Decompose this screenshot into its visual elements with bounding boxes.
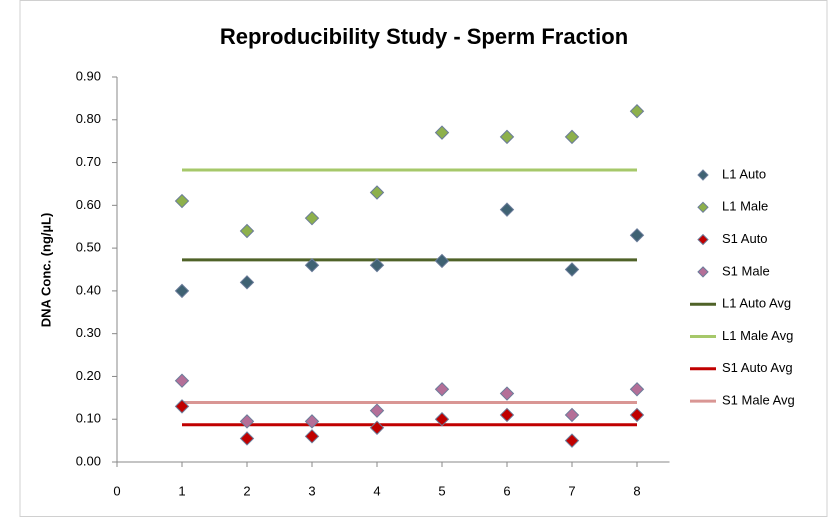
y-tick-label: 0.00 — [76, 453, 101, 468]
x-tick-label: 5 — [438, 483, 445, 498]
y-tick-label: 0.60 — [76, 197, 101, 212]
x-tick-label: 3 — [308, 483, 315, 498]
legend-label: S1 Auto — [722, 231, 768, 246]
y-axis-label: DNA Conc. (ng/µL) — [38, 213, 53, 328]
y-tick-label: 0.80 — [76, 111, 101, 126]
legend-label: S1 Male Avg — [722, 393, 795, 408]
x-tick-label: 6 — [503, 483, 510, 498]
point — [239, 223, 255, 239]
legend-marker — [697, 201, 709, 214]
point — [239, 431, 255, 446]
point — [629, 104, 645, 119]
point — [499, 407, 515, 423]
point — [499, 202, 515, 217]
point — [174, 193, 190, 209]
legend-label: S1 Auto Avg — [722, 360, 793, 375]
y-tick-label: 0.90 — [76, 68, 101, 83]
point — [564, 262, 580, 277]
y-tick-label: 0.10 — [76, 411, 101, 426]
point — [304, 258, 320, 273]
y-tick-label: 0.30 — [76, 325, 101, 340]
legend-marker — [697, 169, 709, 181]
legend-label: L1 Male — [722, 199, 768, 214]
point — [434, 412, 450, 427]
point — [629, 228, 645, 243]
legend-label: L1 Auto Avg — [722, 296, 791, 311]
x-tick-label: 7 — [568, 483, 575, 498]
point — [629, 382, 645, 397]
point — [369, 185, 385, 200]
point — [434, 382, 450, 397]
x-tick-label: 2 — [243, 483, 250, 498]
x-tick-label: 4 — [373, 483, 380, 498]
legend-marker — [697, 233, 709, 246]
y-tick-label: 0.20 — [76, 368, 101, 383]
point — [174, 399, 190, 414]
point — [564, 407, 580, 423]
y-tick-label: 0.50 — [76, 240, 101, 255]
point — [499, 129, 515, 145]
x-tick-label: 1 — [178, 483, 185, 498]
legend-label: S1 Male — [722, 263, 770, 278]
point — [304, 414, 320, 429]
x-tick-label: 8 — [633, 483, 640, 498]
point — [304, 429, 320, 444]
point — [369, 258, 385, 273]
chart-title: Reproducibility Study - Sperm Fraction — [220, 24, 628, 49]
y-tick-label: 0.40 — [76, 282, 101, 297]
point — [239, 275, 255, 290]
point — [564, 433, 580, 448]
point — [304, 210, 320, 226]
point — [564, 129, 580, 145]
point — [369, 403, 385, 418]
legend-marker — [697, 266, 709, 278]
point — [369, 420, 385, 435]
point — [434, 125, 450, 140]
y-tick-label: 0.70 — [76, 154, 101, 169]
point — [174, 283, 190, 299]
point — [174, 373, 190, 388]
x-tick-label: 0 — [113, 483, 120, 498]
point — [629, 407, 645, 423]
point — [434, 253, 450, 269]
point — [239, 414, 255, 429]
legend-label: L1 Male Avg — [722, 328, 793, 343]
point — [499, 386, 515, 401]
legend-label: L1 Auto — [722, 166, 766, 181]
